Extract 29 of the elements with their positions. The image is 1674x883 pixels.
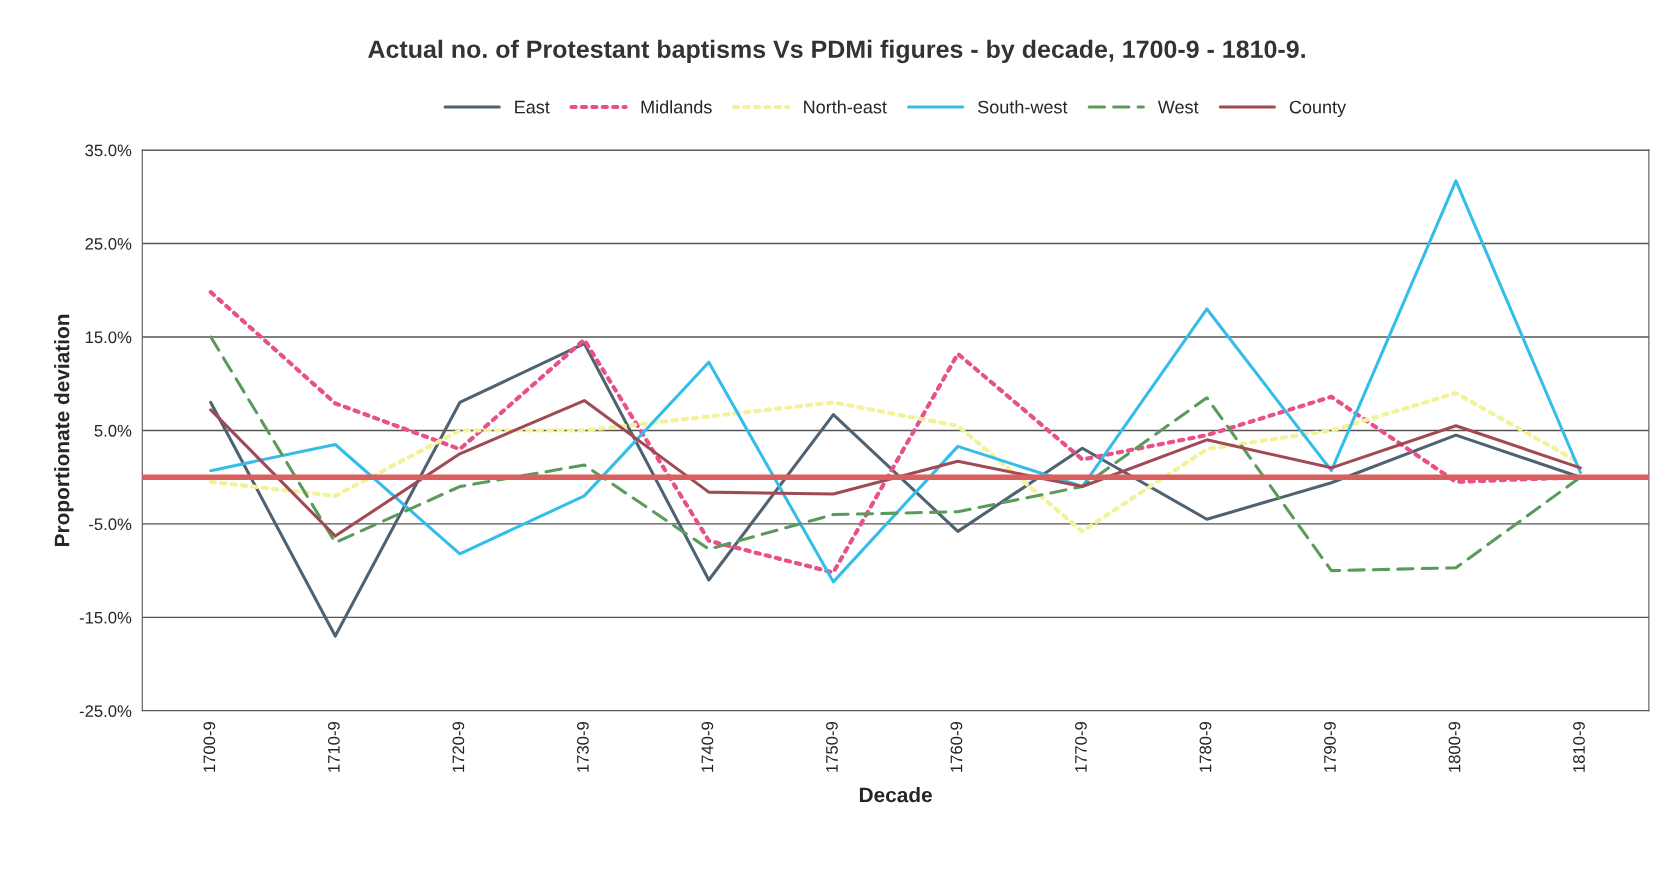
x-tick-label: 1800-9 — [1448, 722, 1461, 772]
y-tick-label: -25.0% — [79, 705, 132, 718]
x-tick-label: 1730-9 — [576, 722, 589, 772]
y-tick-label: -5.0% — [89, 518, 132, 531]
x-tick-label: 1700-9 — [203, 722, 216, 772]
line-series — [209, 179, 1582, 584]
legend-label: South-west — [978, 100, 1068, 114]
x-tick-label: 1760-9 — [950, 722, 963, 772]
x-tick-label: 1710-9 — [327, 722, 340, 772]
legend-label: East — [515, 100, 550, 114]
x-tick-label: 1810-9 — [1573, 722, 1585, 772]
y-tick-label: 15.0% — [85, 331, 132, 344]
y-tick-label: 35.0% — [85, 144, 132, 157]
x-tick-label: 1770-9 — [1075, 722, 1087, 772]
legend-label: West — [1157, 100, 1199, 114]
chart-title: Actual no. of Protestant baptisms Vs PDMi figures - by decade, 1700-9 - 1810-9. — [368, 39, 1305, 64]
x-tick-label: 1750-9 — [826, 722, 838, 772]
x-tick-label: 1780-9 — [1199, 722, 1212, 772]
y-axis-title: Proportionate deviation — [54, 314, 74, 546]
x-tick-label: 1790-9 — [1324, 722, 1336, 772]
y-tick-label: 25.0% — [85, 237, 132, 250]
legend-label: County — [1289, 100, 1347, 118]
legend-label: Midlands — [641, 100, 712, 114]
x-tick-label: 1720-9 — [452, 722, 465, 772]
y-tick-label: 5.0% — [94, 424, 132, 437]
legend-label: North-east — [804, 100, 887, 114]
x-tick-label: 1740-9 — [701, 722, 714, 772]
y-tick-label: -15.0% — [79, 611, 132, 624]
x-axis-title: Decade — [859, 787, 932, 803]
